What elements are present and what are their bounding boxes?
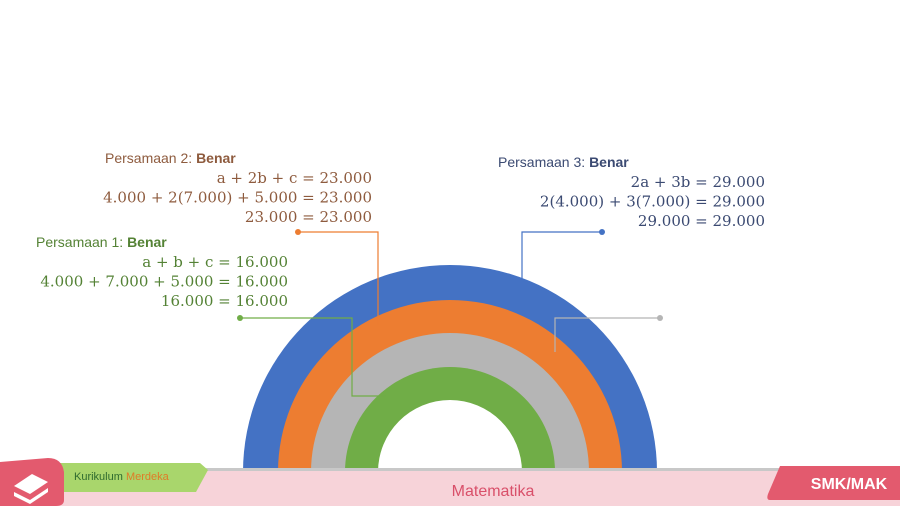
connector-blue xyxy=(521,231,602,285)
connectors xyxy=(237,229,663,397)
subject: Matematika xyxy=(452,483,535,500)
label: Persamaan 3: xyxy=(498,154,585,170)
dot xyxy=(657,315,663,321)
label: Persamaan 1: xyxy=(36,234,123,250)
level: SMK/MAK xyxy=(811,476,888,493)
equation: 4.000 + 7.000 + 5.000 = 16.000 xyxy=(40,273,288,291)
label: Persamaan 2: xyxy=(105,150,192,166)
equation: a + b + c = 16.000 xyxy=(142,253,288,271)
connector-green xyxy=(240,317,386,397)
callout: Persamaan 1: Benar a + b + c = 16.000 4.00… xyxy=(36,234,288,310)
equation: 16.000 = 16.000 xyxy=(161,292,288,310)
connector-orange xyxy=(298,231,379,325)
dot xyxy=(237,315,243,321)
equations: 2a + 3b = 29.000 2(4.000) + 3(7.000) = 29… xyxy=(540,173,765,230)
equations: a + 2b + c = 23.000 4.000 + 2(7.000) + 5.… xyxy=(103,169,372,226)
curriculum-box xyxy=(60,463,208,492)
equation: a + 2b + c = 23.000 xyxy=(217,169,372,187)
status: Benar xyxy=(589,154,629,170)
status: Benar xyxy=(127,234,167,250)
equation: 29.000 = 29.000 xyxy=(638,212,765,230)
callout-label: Persamaan 3: Benar xyxy=(498,154,629,170)
arc-inner xyxy=(378,400,522,472)
dot xyxy=(599,229,605,235)
logo-icon xyxy=(14,474,48,504)
equations: a + b + c = 16.000 4.000 + 7.000 + 5.000 … xyxy=(40,253,288,310)
footer-line xyxy=(0,468,900,471)
callouts: Persamaan 2: Benar a + 2b + c = 23.000 4.0… xyxy=(36,150,765,310)
equation: 4.000 + 2(7.000) + 5.000 = 23.000 xyxy=(103,189,372,207)
rainbow xyxy=(243,265,657,472)
footer: Kurikulum Merdeka Matematika SMK/MAK xyxy=(0,458,900,506)
dot xyxy=(295,229,301,235)
callout-label: Persamaan 2: Benar xyxy=(105,150,236,166)
connector-gray xyxy=(554,317,660,352)
equation: 2(4.000) + 3(7.000) = 29.000 xyxy=(540,193,765,211)
curriculum: Kurikulum Merdeka xyxy=(74,471,170,483)
callout-label: Persamaan 1: Benar xyxy=(36,234,167,250)
callout: Persamaan 2: Benar a + 2b + c = 23.000 4.0… xyxy=(103,150,372,226)
status: Benar xyxy=(196,150,236,166)
level-tab xyxy=(767,466,900,500)
equation: 2a + 3b = 29.000 xyxy=(631,173,765,191)
equation: 23.000 = 23.000 xyxy=(245,208,372,226)
